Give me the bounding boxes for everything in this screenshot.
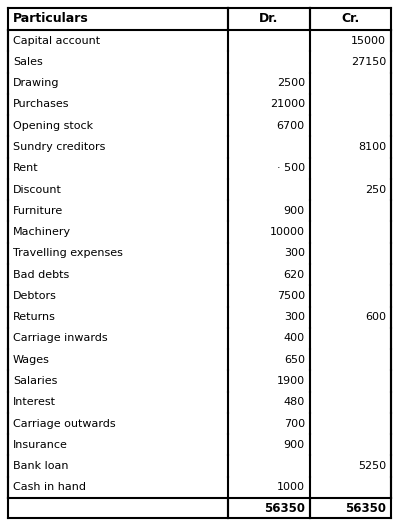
Text: Bad debts: Bad debts xyxy=(13,270,69,280)
Text: Salaries: Salaries xyxy=(13,376,57,386)
Text: 700: 700 xyxy=(284,419,305,429)
Text: 620: 620 xyxy=(284,270,305,280)
Text: 300: 300 xyxy=(284,248,305,258)
Text: Interest: Interest xyxy=(13,397,56,407)
Text: Wages: Wages xyxy=(13,355,50,365)
Text: 6700: 6700 xyxy=(277,121,305,131)
Text: 650: 650 xyxy=(284,355,305,365)
Text: Bank loan: Bank loan xyxy=(13,461,69,471)
Text: 480: 480 xyxy=(284,397,305,407)
Text: 400: 400 xyxy=(284,333,305,343)
Text: Drawing: Drawing xyxy=(13,78,59,88)
Text: Rent: Rent xyxy=(13,163,39,173)
Text: 21000: 21000 xyxy=(270,99,305,109)
Text: 10000: 10000 xyxy=(270,227,305,237)
Text: Sundry creditors: Sundry creditors xyxy=(13,142,105,152)
Text: Discount: Discount xyxy=(13,185,62,195)
Text: Purchases: Purchases xyxy=(13,99,69,109)
Text: 7500: 7500 xyxy=(277,291,305,301)
Text: Cr.: Cr. xyxy=(341,13,359,25)
Text: 1900: 1900 xyxy=(277,376,305,386)
Text: Machinery: Machinery xyxy=(13,227,71,237)
Text: Travelling expenses: Travelling expenses xyxy=(13,248,123,258)
Text: 900: 900 xyxy=(284,440,305,450)
Text: Debtors: Debtors xyxy=(13,291,57,301)
Text: 1000: 1000 xyxy=(277,482,305,492)
Text: 900: 900 xyxy=(284,206,305,216)
Text: 300: 300 xyxy=(284,312,305,322)
Text: 56350: 56350 xyxy=(264,501,305,514)
Text: Insurance: Insurance xyxy=(13,440,68,450)
Text: Cash in hand: Cash in hand xyxy=(13,482,86,492)
Text: 15000: 15000 xyxy=(351,36,386,46)
Text: · 500: · 500 xyxy=(277,163,305,173)
Text: 250: 250 xyxy=(365,185,386,195)
Text: Returns: Returns xyxy=(13,312,56,322)
Text: 56350: 56350 xyxy=(345,501,386,514)
Text: 5250: 5250 xyxy=(358,461,386,471)
Text: Capital account: Capital account xyxy=(13,36,100,46)
Text: Carriage outwards: Carriage outwards xyxy=(13,419,116,429)
Text: Sales: Sales xyxy=(13,57,43,67)
Text: Opening stock: Opening stock xyxy=(13,121,93,131)
Text: Dr.: Dr. xyxy=(259,13,279,25)
Text: Particulars: Particulars xyxy=(13,13,89,25)
Text: 27150: 27150 xyxy=(351,57,386,67)
Text: Carriage inwards: Carriage inwards xyxy=(13,333,108,343)
Text: 2500: 2500 xyxy=(277,78,305,88)
Text: 8100: 8100 xyxy=(358,142,386,152)
Text: Furniture: Furniture xyxy=(13,206,63,216)
Text: 600: 600 xyxy=(365,312,386,322)
